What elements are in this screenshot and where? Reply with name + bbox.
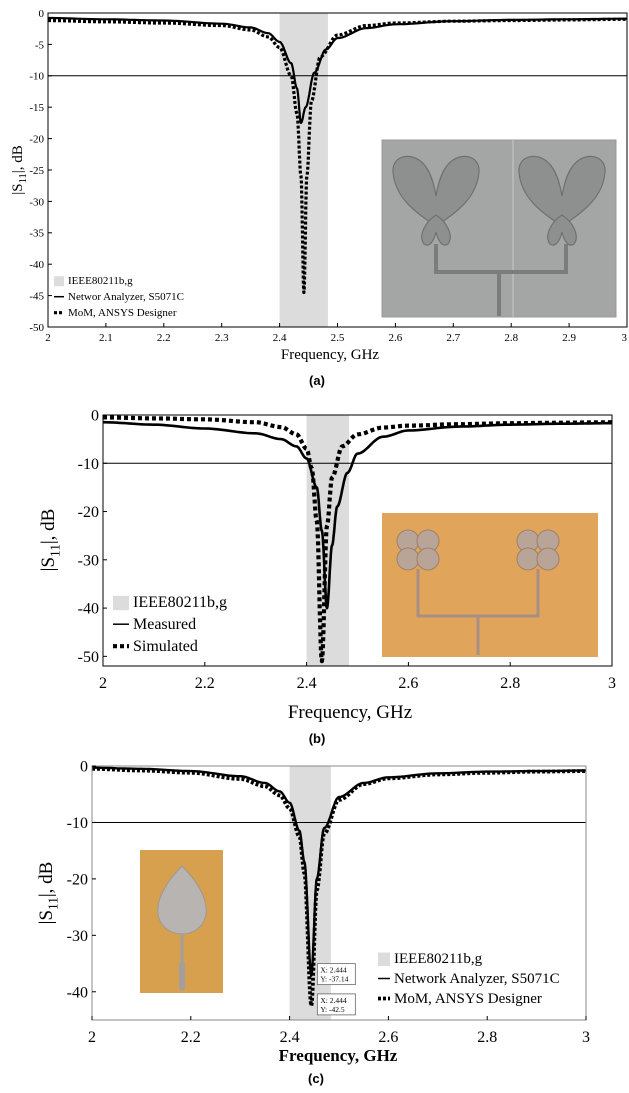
legend: IEEE80211b,g Measured Simulated	[113, 594, 227, 655]
y-tick-label: -20	[67, 871, 88, 888]
legend-entry: Simulated	[133, 638, 198, 655]
x-tick-label: 3	[608, 675, 616, 692]
y-tick-label: -30	[67, 928, 88, 945]
chart-panel-a: 2 2.1 2.2 2.3 2.4 2.5 2.6 2.7 2.8 2.9 3 0 -5 -10 -15 -2…	[10, 8, 628, 388]
y-tick-label: -25	[29, 165, 44, 177]
y-tick-label: -10	[78, 456, 99, 473]
x-tick-label: 3	[582, 1029, 590, 1046]
datatip-x: X: 2.444	[320, 996, 347, 1005]
x-tick-label: 2.8	[504, 332, 518, 344]
x-tick-label: 3	[622, 332, 628, 344]
legend-entry: MoM, ANSYS Designer	[68, 307, 177, 319]
legend-entry: MoM, ANSYS Designer	[394, 991, 542, 1007]
x-tick-label: 2	[99, 675, 107, 692]
x-tick-label: 2.6	[378, 1029, 398, 1046]
legend-entry: Network Analyzer, S5071C	[394, 971, 560, 987]
y-tick-label: 0	[91, 408, 99, 425]
series-line	[102, 420, 612, 610]
y-axis-label: |S11|, dB	[10, 145, 29, 195]
x-tick-label: 2.7	[446, 332, 460, 344]
x-tick-label: 2.4	[280, 1029, 300, 1046]
panel-caption: (c)	[308, 1071, 324, 1086]
x-tick-label: 2	[45, 332, 51, 344]
x-tick-label: 2.9	[562, 332, 576, 344]
y-tick-label: -35	[29, 228, 44, 240]
y-axis-label: |S11|, dB	[38, 509, 62, 572]
y-tick-label: 0	[39, 8, 45, 20]
legend-swatch-band	[378, 952, 390, 966]
datatip-y: Y: -37.14	[320, 975, 348, 984]
antenna-photo-butterfly	[381, 139, 617, 318]
y-tick-label: 0	[80, 759, 88, 776]
datatip-box	[316, 963, 356, 986]
panel-caption: (a)	[309, 373, 325, 388]
datatip-box	[316, 993, 356, 1016]
plot-frame	[91, 765, 587, 1021]
y-tick-label: -20	[29, 133, 44, 145]
y-tick-label: -40	[78, 601, 99, 618]
y-tick-label: -45	[29, 290, 44, 302]
y-tick-label: -50	[78, 649, 99, 666]
legend-entry: IEEE80211b,g	[394, 951, 483, 967]
x-tick-label: 2.3	[215, 332, 229, 344]
plot-area: 2 2.1 2.2 2.3 2.4 2.5 2.6 2.7 2.8 2.9 3 0 -5 -10 -15 -2…	[29, 8, 628, 344]
y-tick-label: -20	[78, 504, 99, 521]
series-line	[48, 16, 627, 124]
legend-entry: Measured	[133, 616, 196, 633]
y-tick-label: -10	[67, 815, 88, 832]
plot-frame	[102, 414, 613, 667]
x-tick-label: 2.6	[389, 332, 403, 344]
x-axis-label: Frequency, GHz	[288, 702, 412, 723]
antenna-photo-clover	[382, 513, 598, 657]
legend-swatch-band	[54, 276, 64, 287]
legend-entry: IEEE80211b,g	[68, 275, 133, 287]
series-line	[47, 17, 627, 295]
plot-area: 2 2.2 2.4 2.6 2.8 3 0 -10 -20 -30 -40 -50	[78, 408, 616, 692]
antenna-photo-leaf	[140, 850, 223, 993]
x-tick-label: 2	[88, 1029, 96, 1046]
datatip-y: Y: -42.5	[320, 1005, 345, 1014]
legend-swatch-band	[113, 595, 129, 611]
y-tick-label: -40	[29, 259, 44, 271]
datatip-x: X: 2.444	[320, 966, 347, 975]
y-tick-label: -10	[29, 71, 44, 83]
y-tick-label: -40	[67, 984, 88, 1001]
legend: IEEE80211b,g Network Analyzer, S5071C MoM,…	[378, 951, 560, 1007]
chart-panel-b: 2 2.2 2.4 2.6 2.8 3 0 -10 -20 -30 -40 -50 |S11|, dB…	[38, 408, 616, 746]
y-tick-label: -15	[29, 102, 44, 114]
legend: IEEE80211b,g Networ Analyzer, S5071C MoM, …	[54, 275, 184, 319]
x-tick-label: 2.1	[99, 332, 113, 344]
legend-entry: IEEE80211b,g	[133, 594, 227, 611]
chart-panel-c: 2 2.2 2.4 2.6 2.8 3 0 -10 -20 -30 -40 |S11|, dB Fr…	[36, 759, 590, 1086]
x-tick-label: 2.4	[297, 675, 317, 692]
series-line	[103, 415, 612, 664]
y-tick-label: -5	[35, 39, 45, 51]
x-axis-label: Frequency, GHz	[279, 1046, 398, 1065]
x-axis-label: Frequency, GHz	[281, 347, 380, 363]
plot-area: 2 2.2 2.4 2.6 2.8 3 0 -10 -20 -30 -40	[67, 759, 590, 1046]
x-tick-label: 2.2	[195, 675, 215, 692]
panel-caption: (b)	[309, 731, 326, 746]
x-tick-label: 2.2	[181, 1029, 201, 1046]
x-tick-label: 2.2	[157, 332, 171, 344]
x-tick-label: 2.4	[273, 332, 287, 344]
x-tick-label: 2.6	[398, 675, 418, 692]
legend-entry: Networ Analyzer, S5071C	[68, 291, 184, 303]
x-tick-label: 2.8	[500, 675, 520, 692]
y-tick-label: -30	[29, 196, 44, 208]
y-tick-label: -30	[78, 552, 99, 569]
series-line	[91, 766, 586, 1008]
x-tick-label: 2.8	[477, 1029, 497, 1046]
y-tick-label: -50	[29, 322, 44, 334]
y-axis-label: |S11|, dB	[36, 862, 60, 925]
x-tick-label: 2.5	[331, 332, 345, 344]
